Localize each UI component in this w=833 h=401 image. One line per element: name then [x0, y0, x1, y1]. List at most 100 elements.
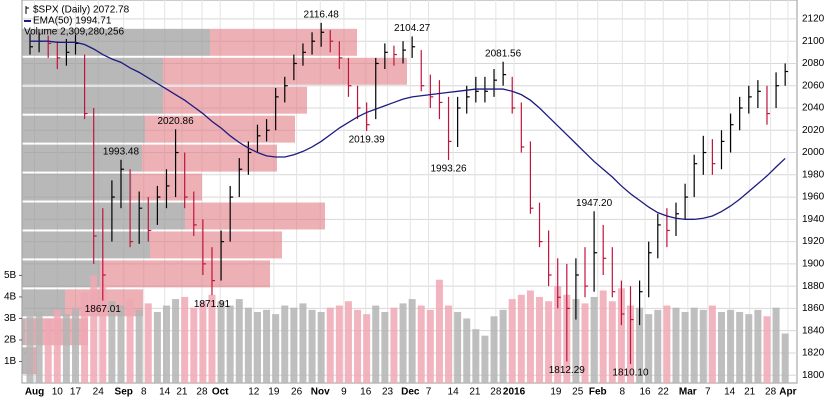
x-tick-label: 8 — [620, 387, 626, 398]
volume-bar — [144, 303, 152, 383]
x-tick-label: 21 — [176, 387, 188, 398]
legend-label: Volume 2,309,280,256 — [24, 27, 125, 38]
volume-bar — [363, 314, 371, 383]
volume-bar — [681, 311, 689, 383]
x-tick-label: 14 — [448, 387, 460, 398]
y-tick-label: 1860 — [802, 303, 825, 314]
volume-bar — [354, 309, 362, 383]
vbp-down — [145, 115, 295, 143]
volume-bar — [581, 303, 589, 383]
x-tick-label: 10 — [52, 387, 64, 398]
vbp-up — [22, 347, 27, 375]
vbp-down — [100, 260, 270, 288]
volume-bar — [717, 311, 725, 383]
y2-tick-label: 2B — [4, 335, 17, 346]
x-tick-label: 28 — [196, 387, 208, 398]
volume-bar — [536, 296, 544, 383]
y-tick-label: 1840 — [802, 325, 825, 336]
ema-line — [30, 40, 786, 220]
vbp-up — [22, 231, 150, 259]
x-tick-label: 8 — [141, 387, 147, 398]
x-tick-label: 16 — [639, 387, 651, 398]
vbp-up — [22, 115, 145, 143]
volume-bar — [727, 309, 735, 383]
y2-tick-label: 4B — [4, 292, 17, 303]
vbp-down — [150, 231, 282, 259]
volume-bar — [617, 288, 625, 383]
volume-bar — [399, 303, 407, 383]
x-tick-label: 17 — [70, 387, 82, 398]
volume-bar — [608, 301, 616, 383]
y-tick-label: 2120 — [802, 14, 825, 25]
vbp-down — [163, 86, 307, 114]
volume-bar — [153, 311, 161, 383]
volume-bar — [62, 314, 70, 383]
volume-bar — [172, 299, 180, 383]
x-tick-label: 7 — [705, 387, 711, 398]
volume-bar — [190, 307, 198, 383]
volume-bar — [699, 309, 707, 383]
y-tick-label: 1820 — [802, 348, 825, 359]
vbp-up — [22, 202, 185, 230]
volume-bar — [199, 301, 207, 383]
volume-bar — [290, 307, 298, 383]
x-tick-label: Nov — [311, 387, 330, 398]
volume-bar — [162, 305, 170, 383]
x-tick-label: Aug — [25, 387, 44, 398]
volume-bar — [263, 309, 271, 383]
y-tick-label: 1920 — [802, 236, 825, 247]
annotation: 2104.27 — [394, 23, 431, 34]
volume-bar — [481, 335, 489, 383]
x-tick-label: Apr — [779, 387, 796, 398]
y2-tick-label: 3B — [4, 313, 17, 324]
price — [29, 22, 789, 364]
volume-bar — [672, 307, 680, 383]
annotation: 1810.10 — [612, 368, 649, 379]
y-tick-label: 2060 — [802, 80, 825, 91]
volume-bar — [117, 305, 125, 383]
annotation: 2019.39 — [349, 135, 386, 146]
x-tick-label: 9 — [341, 387, 347, 398]
annotation: 1947.20 — [576, 198, 613, 209]
x-tick-label: 21 — [744, 387, 756, 398]
y-tick-label: 1960 — [802, 192, 825, 203]
x-tick-label: 16 — [360, 387, 372, 398]
volume-bar — [81, 292, 89, 383]
y-tick-label: 1880 — [802, 281, 825, 292]
volume-bar — [71, 307, 79, 383]
volume-bar — [390, 307, 398, 383]
x-tick-label: 14 — [159, 387, 171, 398]
volume-bar — [35, 311, 43, 383]
volume-bar — [417, 305, 425, 383]
volume-bar — [445, 305, 453, 383]
annotation: 2116.48 — [303, 9, 339, 20]
volume-bar — [508, 299, 516, 383]
volume-bar — [272, 314, 280, 383]
x-tick-label: Dec — [401, 387, 420, 398]
volume-bar — [435, 279, 443, 383]
volume-bar — [181, 296, 189, 383]
x-tick-label: 7 — [426, 387, 432, 398]
volume-bar — [763, 316, 771, 383]
volume-bar — [472, 329, 480, 383]
volume-by-price — [22, 28, 407, 375]
vbp-down — [210, 28, 357, 56]
x-tick-label: 24 — [93, 387, 105, 398]
volume-bar — [299, 303, 307, 383]
y-tick-label: 1980 — [802, 169, 825, 180]
y-tick-label: 2100 — [802, 36, 825, 47]
labels: 1800 1820 1840 1860 1880 1900 1920 1940 1960 1980… — [4, 9, 825, 397]
volume-bar — [599, 290, 607, 383]
volume-bar — [499, 309, 507, 383]
annotation: 1871.91 — [194, 299, 231, 310]
volume-bar — [381, 311, 389, 383]
volume-bar — [526, 290, 534, 383]
annotation: 1993.48 — [103, 146, 140, 157]
volume-bar — [317, 311, 325, 383]
x-tick-label: 26 — [291, 387, 303, 398]
x-tick-label: 28 — [765, 387, 777, 398]
vbp-up — [22, 57, 163, 85]
x-tick-label: 2016 — [503, 387, 526, 398]
volume-bar — [372, 305, 380, 383]
y-tick-label: 2040 — [802, 103, 825, 114]
